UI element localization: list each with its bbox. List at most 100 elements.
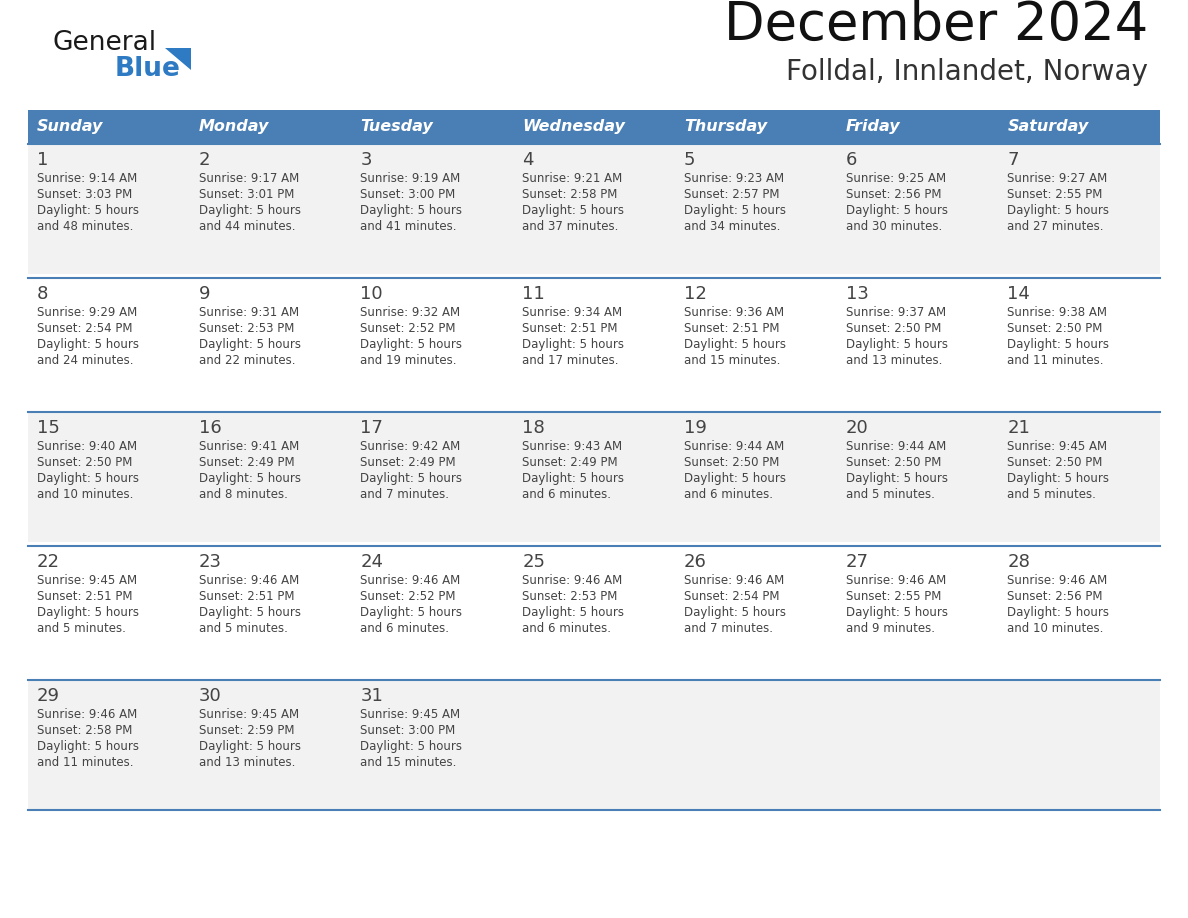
- Text: Daylight: 5 hours: Daylight: 5 hours: [846, 472, 948, 485]
- Text: Sunrise: 9:46 AM: Sunrise: 9:46 AM: [198, 574, 299, 587]
- Text: Sunrise: 9:45 AM: Sunrise: 9:45 AM: [198, 708, 299, 721]
- Text: 27: 27: [846, 553, 868, 571]
- Text: Sunset: 2:51 PM: Sunset: 2:51 PM: [684, 322, 779, 335]
- Text: 24: 24: [360, 553, 384, 571]
- Text: Sunrise: 9:41 AM: Sunrise: 9:41 AM: [198, 440, 299, 453]
- Text: and 13 minutes.: and 13 minutes.: [198, 756, 295, 769]
- Text: 18: 18: [523, 419, 545, 437]
- Text: Sunrise: 9:17 AM: Sunrise: 9:17 AM: [198, 172, 299, 185]
- Text: 3: 3: [360, 151, 372, 169]
- Text: Sunrise: 9:45 AM: Sunrise: 9:45 AM: [360, 708, 461, 721]
- Text: Sunrise: 9:46 AM: Sunrise: 9:46 AM: [684, 574, 784, 587]
- Text: 31: 31: [360, 687, 384, 705]
- Text: Sunrise: 9:44 AM: Sunrise: 9:44 AM: [846, 440, 946, 453]
- Text: and 5 minutes.: and 5 minutes.: [846, 488, 935, 501]
- Text: Sunrise: 9:45 AM: Sunrise: 9:45 AM: [37, 574, 137, 587]
- Text: Daylight: 5 hours: Daylight: 5 hours: [198, 606, 301, 619]
- Bar: [352, 110, 513, 144]
- Text: Daylight: 5 hours: Daylight: 5 hours: [684, 338, 785, 351]
- Text: Sunset: 2:51 PM: Sunset: 2:51 PM: [198, 590, 295, 603]
- Text: Sunrise: 9:19 AM: Sunrise: 9:19 AM: [360, 172, 461, 185]
- Text: Sunrise: 9:29 AM: Sunrise: 9:29 AM: [37, 306, 138, 319]
- Text: Folldal, Innlandet, Norway: Folldal, Innlandet, Norway: [786, 58, 1148, 86]
- Text: and 37 minutes.: and 37 minutes.: [523, 220, 619, 233]
- Text: Sunrise: 9:37 AM: Sunrise: 9:37 AM: [846, 306, 946, 319]
- Text: 16: 16: [198, 419, 221, 437]
- Polygon shape: [165, 48, 191, 70]
- Text: 11: 11: [523, 285, 545, 303]
- Text: 30: 30: [198, 687, 221, 705]
- Text: and 10 minutes.: and 10 minutes.: [37, 488, 133, 501]
- Text: December 2024: December 2024: [723, 0, 1148, 51]
- Text: and 6 minutes.: and 6 minutes.: [523, 622, 611, 635]
- Text: Sunset: 2:51 PM: Sunset: 2:51 PM: [37, 590, 133, 603]
- Text: Daylight: 5 hours: Daylight: 5 hours: [37, 472, 139, 485]
- Text: 5: 5: [684, 151, 695, 169]
- Text: Daylight: 5 hours: Daylight: 5 hours: [523, 204, 624, 217]
- Text: 4: 4: [523, 151, 533, 169]
- Text: Sunrise: 9:44 AM: Sunrise: 9:44 AM: [684, 440, 784, 453]
- Bar: [29, 680, 1159, 810]
- Text: 29: 29: [37, 687, 61, 705]
- Text: and 10 minutes.: and 10 minutes.: [1007, 622, 1104, 635]
- Text: Sunrise: 9:34 AM: Sunrise: 9:34 AM: [523, 306, 623, 319]
- Text: and 19 minutes.: and 19 minutes.: [360, 354, 457, 367]
- Text: Sunset: 3:00 PM: Sunset: 3:00 PM: [360, 724, 456, 737]
- Text: and 22 minutes.: and 22 minutes.: [198, 354, 295, 367]
- Text: 23: 23: [198, 553, 222, 571]
- Text: and 34 minutes.: and 34 minutes.: [684, 220, 781, 233]
- Text: Daylight: 5 hours: Daylight: 5 hours: [360, 338, 462, 351]
- Text: and 15 minutes.: and 15 minutes.: [360, 756, 457, 769]
- Text: 15: 15: [37, 419, 59, 437]
- Text: Daylight: 5 hours: Daylight: 5 hours: [37, 338, 139, 351]
- Text: and 30 minutes.: and 30 minutes.: [846, 220, 942, 233]
- Text: Sunset: 3:00 PM: Sunset: 3:00 PM: [360, 188, 456, 201]
- Text: Sunset: 2:56 PM: Sunset: 2:56 PM: [1007, 590, 1102, 603]
- Text: Friday: Friday: [846, 119, 901, 135]
- Text: and 7 minutes.: and 7 minutes.: [360, 488, 449, 501]
- Text: Sunset: 2:53 PM: Sunset: 2:53 PM: [523, 590, 618, 603]
- Text: and 17 minutes.: and 17 minutes.: [523, 354, 619, 367]
- Text: Sunrise: 9:25 AM: Sunrise: 9:25 AM: [846, 172, 946, 185]
- Text: Sunset: 2:49 PM: Sunset: 2:49 PM: [523, 456, 618, 469]
- Text: Daylight: 5 hours: Daylight: 5 hours: [1007, 204, 1110, 217]
- Text: and 48 minutes.: and 48 minutes.: [37, 220, 133, 233]
- Text: Sunrise: 9:46 AM: Sunrise: 9:46 AM: [1007, 574, 1107, 587]
- Text: Daylight: 5 hours: Daylight: 5 hours: [360, 606, 462, 619]
- Text: 25: 25: [523, 553, 545, 571]
- Text: Sunday: Sunday: [37, 119, 103, 135]
- Text: 10: 10: [360, 285, 383, 303]
- Text: and 6 minutes.: and 6 minutes.: [523, 488, 611, 501]
- Text: and 13 minutes.: and 13 minutes.: [846, 354, 942, 367]
- Text: Daylight: 5 hours: Daylight: 5 hours: [360, 472, 462, 485]
- Text: 1: 1: [37, 151, 49, 169]
- Text: Sunset: 2:57 PM: Sunset: 2:57 PM: [684, 188, 779, 201]
- Text: Sunset: 2:56 PM: Sunset: 2:56 PM: [846, 188, 941, 201]
- Text: Sunset: 2:55 PM: Sunset: 2:55 PM: [846, 590, 941, 603]
- Text: 8: 8: [37, 285, 49, 303]
- Text: and 8 minutes.: and 8 minutes.: [198, 488, 287, 501]
- Text: Sunrise: 9:31 AM: Sunrise: 9:31 AM: [198, 306, 299, 319]
- Text: Daylight: 5 hours: Daylight: 5 hours: [198, 204, 301, 217]
- Text: Daylight: 5 hours: Daylight: 5 hours: [1007, 472, 1110, 485]
- Text: Sunrise: 9:23 AM: Sunrise: 9:23 AM: [684, 172, 784, 185]
- Text: Monday: Monday: [198, 119, 270, 135]
- Bar: [998, 110, 1159, 144]
- Bar: [836, 110, 998, 144]
- Text: Daylight: 5 hours: Daylight: 5 hours: [1007, 606, 1110, 619]
- Text: Sunrise: 9:46 AM: Sunrise: 9:46 AM: [37, 708, 138, 721]
- Text: Sunset: 2:50 PM: Sunset: 2:50 PM: [1007, 456, 1102, 469]
- Text: Sunrise: 9:21 AM: Sunrise: 9:21 AM: [523, 172, 623, 185]
- Text: Thursday: Thursday: [684, 119, 767, 135]
- Text: Daylight: 5 hours: Daylight: 5 hours: [684, 606, 785, 619]
- Text: Sunset: 2:50 PM: Sunset: 2:50 PM: [684, 456, 779, 469]
- Text: 2: 2: [198, 151, 210, 169]
- Text: Sunset: 2:54 PM: Sunset: 2:54 PM: [37, 322, 133, 335]
- Text: Sunrise: 9:43 AM: Sunrise: 9:43 AM: [523, 440, 623, 453]
- Text: Sunset: 2:51 PM: Sunset: 2:51 PM: [523, 322, 618, 335]
- Text: Daylight: 5 hours: Daylight: 5 hours: [198, 472, 301, 485]
- Text: 20: 20: [846, 419, 868, 437]
- Text: Sunset: 2:50 PM: Sunset: 2:50 PM: [1007, 322, 1102, 335]
- Bar: [29, 546, 1159, 676]
- Text: Tuesday: Tuesday: [360, 119, 434, 135]
